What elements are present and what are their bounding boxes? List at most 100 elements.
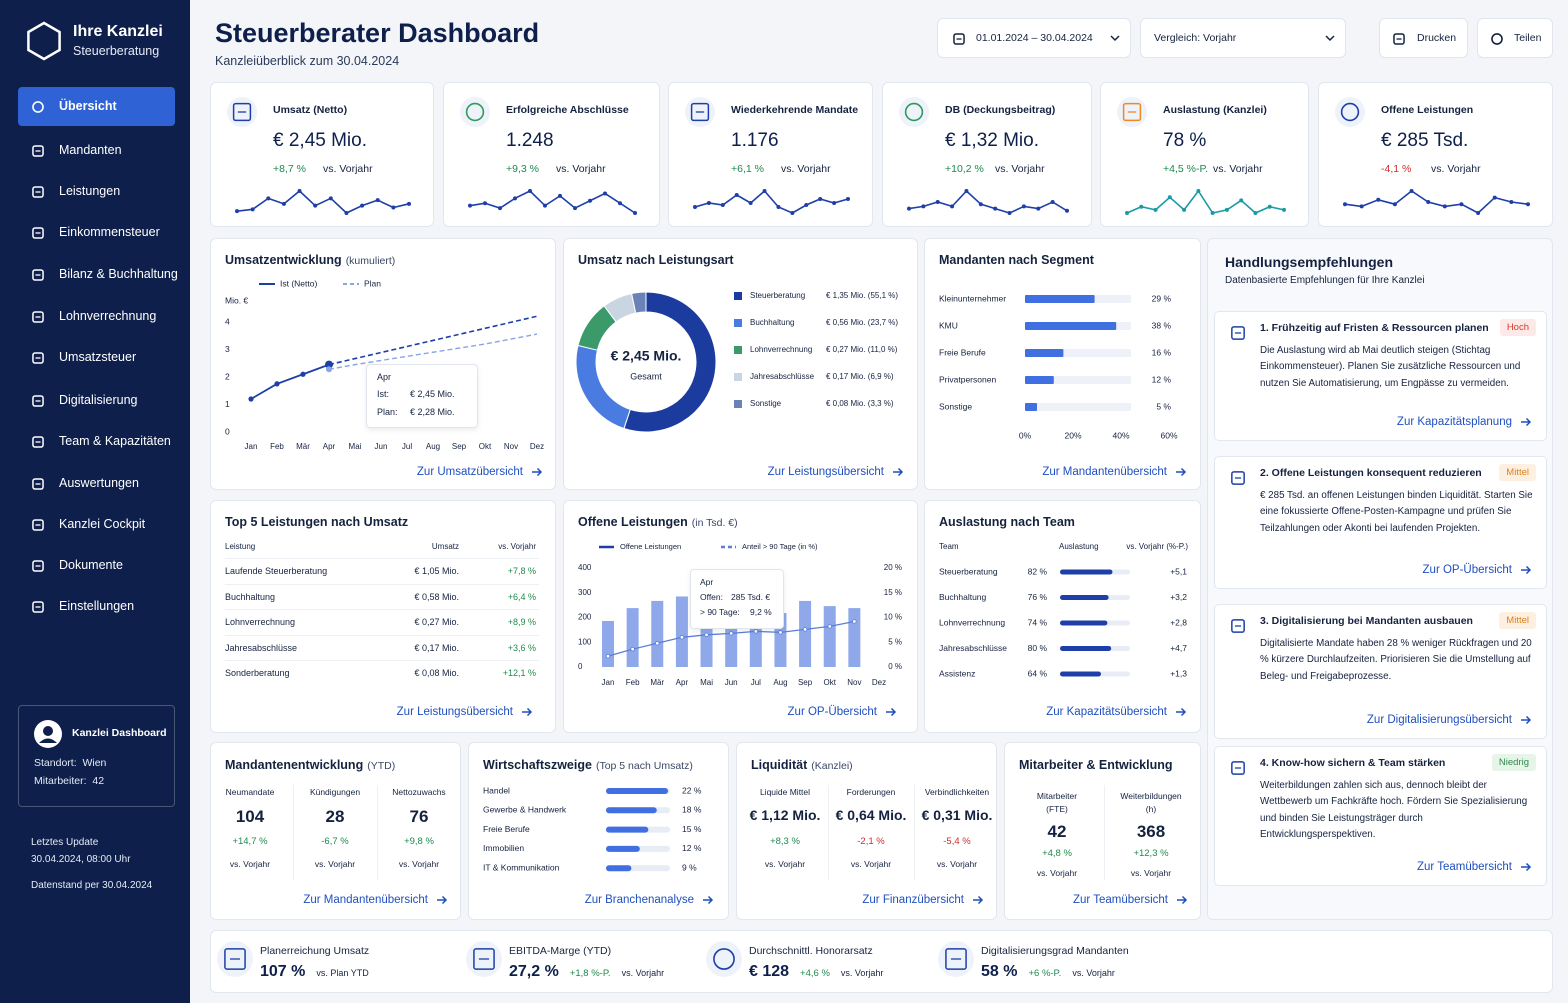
- kpi-compare: vs. Vorjahr: [1431, 163, 1481, 175]
- recommendation-text: Die Auslastung wird ab Mai deutlich stei…: [1260, 345, 1521, 389]
- link[interactable]: Zur Mandantenübersicht: [303, 894, 448, 906]
- column-header: Team: [939, 542, 959, 551]
- summary-row: 107 % vs. Plan YTD: [260, 963, 369, 981]
- link[interactable]: Zur OP-Übersicht: [1423, 564, 1532, 576]
- link[interactable]: Zur Branchenanalyse: [585, 894, 714, 906]
- nav-item[interactable]: Lohnverrechnung: [18, 297, 175, 336]
- icon: [32, 269, 44, 281]
- column-divider: [1104, 785, 1105, 880]
- link[interactable]: Zur Umsatzübersicht: [417, 466, 543, 478]
- link[interactable]: Zur Leistungsübersicht: [768, 466, 904, 478]
- nav-item[interactable]: Kanzlei Cockpit: [18, 505, 175, 544]
- row-divider: [225, 634, 539, 636]
- arrow-shape: [1521, 715, 1532, 725]
- nav-item[interactable]: Dokumente: [18, 546, 175, 585]
- value-label: 18 %: [682, 805, 702, 815]
- sparkline-point: [1392, 202, 1397, 207]
- category-label: Kleinunternehmer: [939, 293, 1006, 303]
- sparkline: [468, 189, 637, 215]
- nav-item[interactable]: Team & Kapazitäten: [18, 422, 175, 461]
- metric-change: +14,7 %: [232, 836, 268, 847]
- avatar-body: [39, 738, 57, 743]
- tooltip-category: Apr: [377, 372, 392, 382]
- series-line: [328, 315, 538, 366]
- print-button[interactable]: Drucken: [1379, 18, 1468, 58]
- metric-label: Mitarbeiter (FTE): [1036, 791, 1078, 814]
- sparkline-point: [1476, 211, 1481, 215]
- x-tick-label: Jan: [602, 678, 615, 687]
- donut-center-value: € 2,45 Mio.: [611, 348, 682, 364]
- nav-item[interactable]: Umsatzsteuer: [18, 338, 175, 377]
- link[interactable]: Zur Finanzübersicht: [862, 894, 984, 906]
- arrow-shape: [1521, 862, 1532, 872]
- bar: [626, 608, 639, 667]
- icon: [217, 941, 253, 977]
- sparkline-point: [1007, 211, 1012, 215]
- sparkline-point: [1426, 200, 1431, 204]
- nav-item[interactable]: Übersicht: [18, 87, 175, 126]
- bar: [1025, 295, 1095, 303]
- link[interactable]: Zur Digitalisierungsübersicht: [1367, 714, 1532, 726]
- icon-shape: [904, 102, 924, 122]
- link[interactable]: Zur Teamübersicht: [1073, 894, 1188, 906]
- nav-item[interactable]: Bilanz & Buchhaltung: [18, 255, 178, 294]
- y2-tick-label: 15 %: [884, 588, 902, 597]
- arrow-shape: [703, 895, 714, 905]
- metric-change: +9,8 %: [404, 836, 434, 847]
- sparkline-point: [1139, 204, 1144, 209]
- value-label: 29 %: [1152, 293, 1172, 303]
- x-tick-label: Jun: [725, 678, 738, 687]
- bar: [1025, 349, 1064, 357]
- sparkline-point: [633, 211, 637, 215]
- sparkline-point: [281, 201, 286, 206]
- icon-shape: [32, 478, 44, 490]
- sparkline-point: [235, 209, 239, 214]
- nav-label: Leistungen: [59, 184, 121, 198]
- value-label: 5 %: [1156, 401, 1171, 411]
- kpi-compare: vs. Vorjahr: [556, 163, 606, 175]
- x-tick-label: Dez: [530, 442, 544, 451]
- staff-card: Mitarbeiter & Entwicklung Mitarbeiter (FT…: [1004, 742, 1201, 920]
- link[interactable]: Zur Kapazitätsplanung: [1397, 416, 1532, 428]
- column-divider: [292, 785, 294, 880]
- link[interactable]: Zur Mandantenübersicht: [1042, 466, 1187, 478]
- share-button[interactable]: Teilen: [1477, 18, 1553, 58]
- icon: [1491, 33, 1503, 45]
- nav-item[interactable]: Einstellungen: [18, 587, 175, 626]
- nav-item[interactable]: Mandanten: [18, 131, 175, 170]
- sparkline-point: [407, 201, 411, 206]
- link[interactable]: Zur Leistungsübersicht: [397, 706, 533, 718]
- nav-item[interactable]: Auswertungen: [18, 464, 175, 503]
- summary-label: EBITDA-Marge (YTD): [509, 945, 612, 957]
- change-label: +4,7: [1170, 643, 1187, 653]
- summary-strip: Planerreichung Umsatz 107 % vs. Plan YTD EB…: [210, 930, 1553, 993]
- metric-change: +12,3 %: [1133, 848, 1169, 859]
- bar: [1025, 376, 1054, 384]
- x-tick-label: 60%: [1160, 430, 1177, 440]
- link[interactable]: Zur Kapazitätsübersicht: [1046, 706, 1187, 718]
- nav-item[interactable]: Digitalisierung: [18, 381, 175, 420]
- x-tick-label: Aug: [426, 442, 440, 451]
- kpi-change: +6,1 %: [731, 163, 764, 175]
- legend-label: Jahresabschlüsse: [750, 372, 815, 381]
- summary-value: € 128: [749, 963, 790, 980]
- column-header: Umsatz: [431, 542, 459, 551]
- x-tick-label: Sep: [452, 442, 467, 451]
- y2-tick-label: 5 %: [888, 637, 902, 646]
- nav-item[interactable]: Einkommensteuer: [18, 213, 175, 252]
- link[interactable]: Zur Teamübersicht: [1417, 861, 1532, 873]
- metric-compare: vs. Vorjahr: [936, 859, 978, 869]
- panel-title: Mandanten nach Segment: [939, 253, 1094, 267]
- link[interactable]: Zur OP-Übersicht: [788, 706, 897, 718]
- recommendation-card: 1. Frühzeitig auf Fristen & Ressourcen p…: [1214, 311, 1547, 441]
- sparkline-point: [1125, 211, 1129, 215]
- metric-label: Verbindlichkeiten: [924, 787, 990, 797]
- date-range-picker[interactable]: 01.01.2024 – 30.04.2024: [937, 18, 1131, 58]
- tooltip-value: € 2,28 Mio.: [410, 407, 455, 417]
- icon: [32, 560, 44, 572]
- nav-item[interactable]: Leistungen: [18, 172, 175, 211]
- value-label: € 0,56 Mio. (23,7 %): [826, 318, 898, 327]
- value-label: 9 %: [682, 862, 697, 872]
- line-point: [753, 629, 759, 634]
- compare-select[interactable]: Vergleich: Vorjahr: [1140, 18, 1346, 58]
